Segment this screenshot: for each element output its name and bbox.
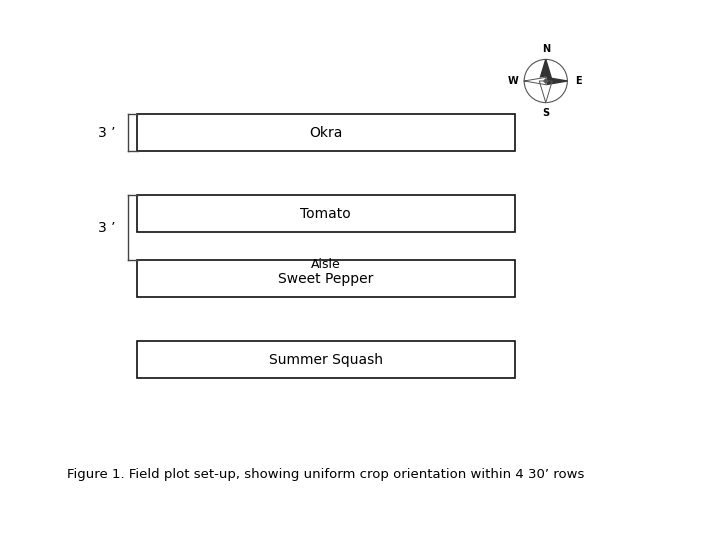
Text: E: E (575, 76, 582, 86)
Polygon shape (539, 59, 552, 81)
Polygon shape (546, 77, 567, 85)
Text: N: N (541, 44, 550, 53)
Polygon shape (524, 77, 546, 85)
Text: Tomato: Tomato (300, 207, 351, 221)
Circle shape (544, 80, 547, 82)
Text: Aisle: Aisle (311, 258, 341, 271)
Text: Summer Squash: Summer Squash (269, 353, 383, 367)
Text: W: W (508, 76, 518, 86)
Polygon shape (539, 81, 552, 103)
Bar (137, 260, 515, 297)
Text: Okra: Okra (309, 126, 343, 140)
Text: 3 ’: 3 ’ (98, 126, 115, 140)
Text: Figure 1. Field plot set-up, showing uniform crop orientation within 4 30’ rows: Figure 1. Field plot set-up, showing uni… (68, 468, 585, 481)
Text: 3 ’: 3 ’ (98, 221, 115, 235)
Text: S: S (542, 109, 549, 118)
Bar (137, 341, 515, 378)
Bar (137, 114, 515, 151)
Bar (137, 195, 515, 232)
Text: Sweet Pepper: Sweet Pepper (278, 272, 374, 286)
